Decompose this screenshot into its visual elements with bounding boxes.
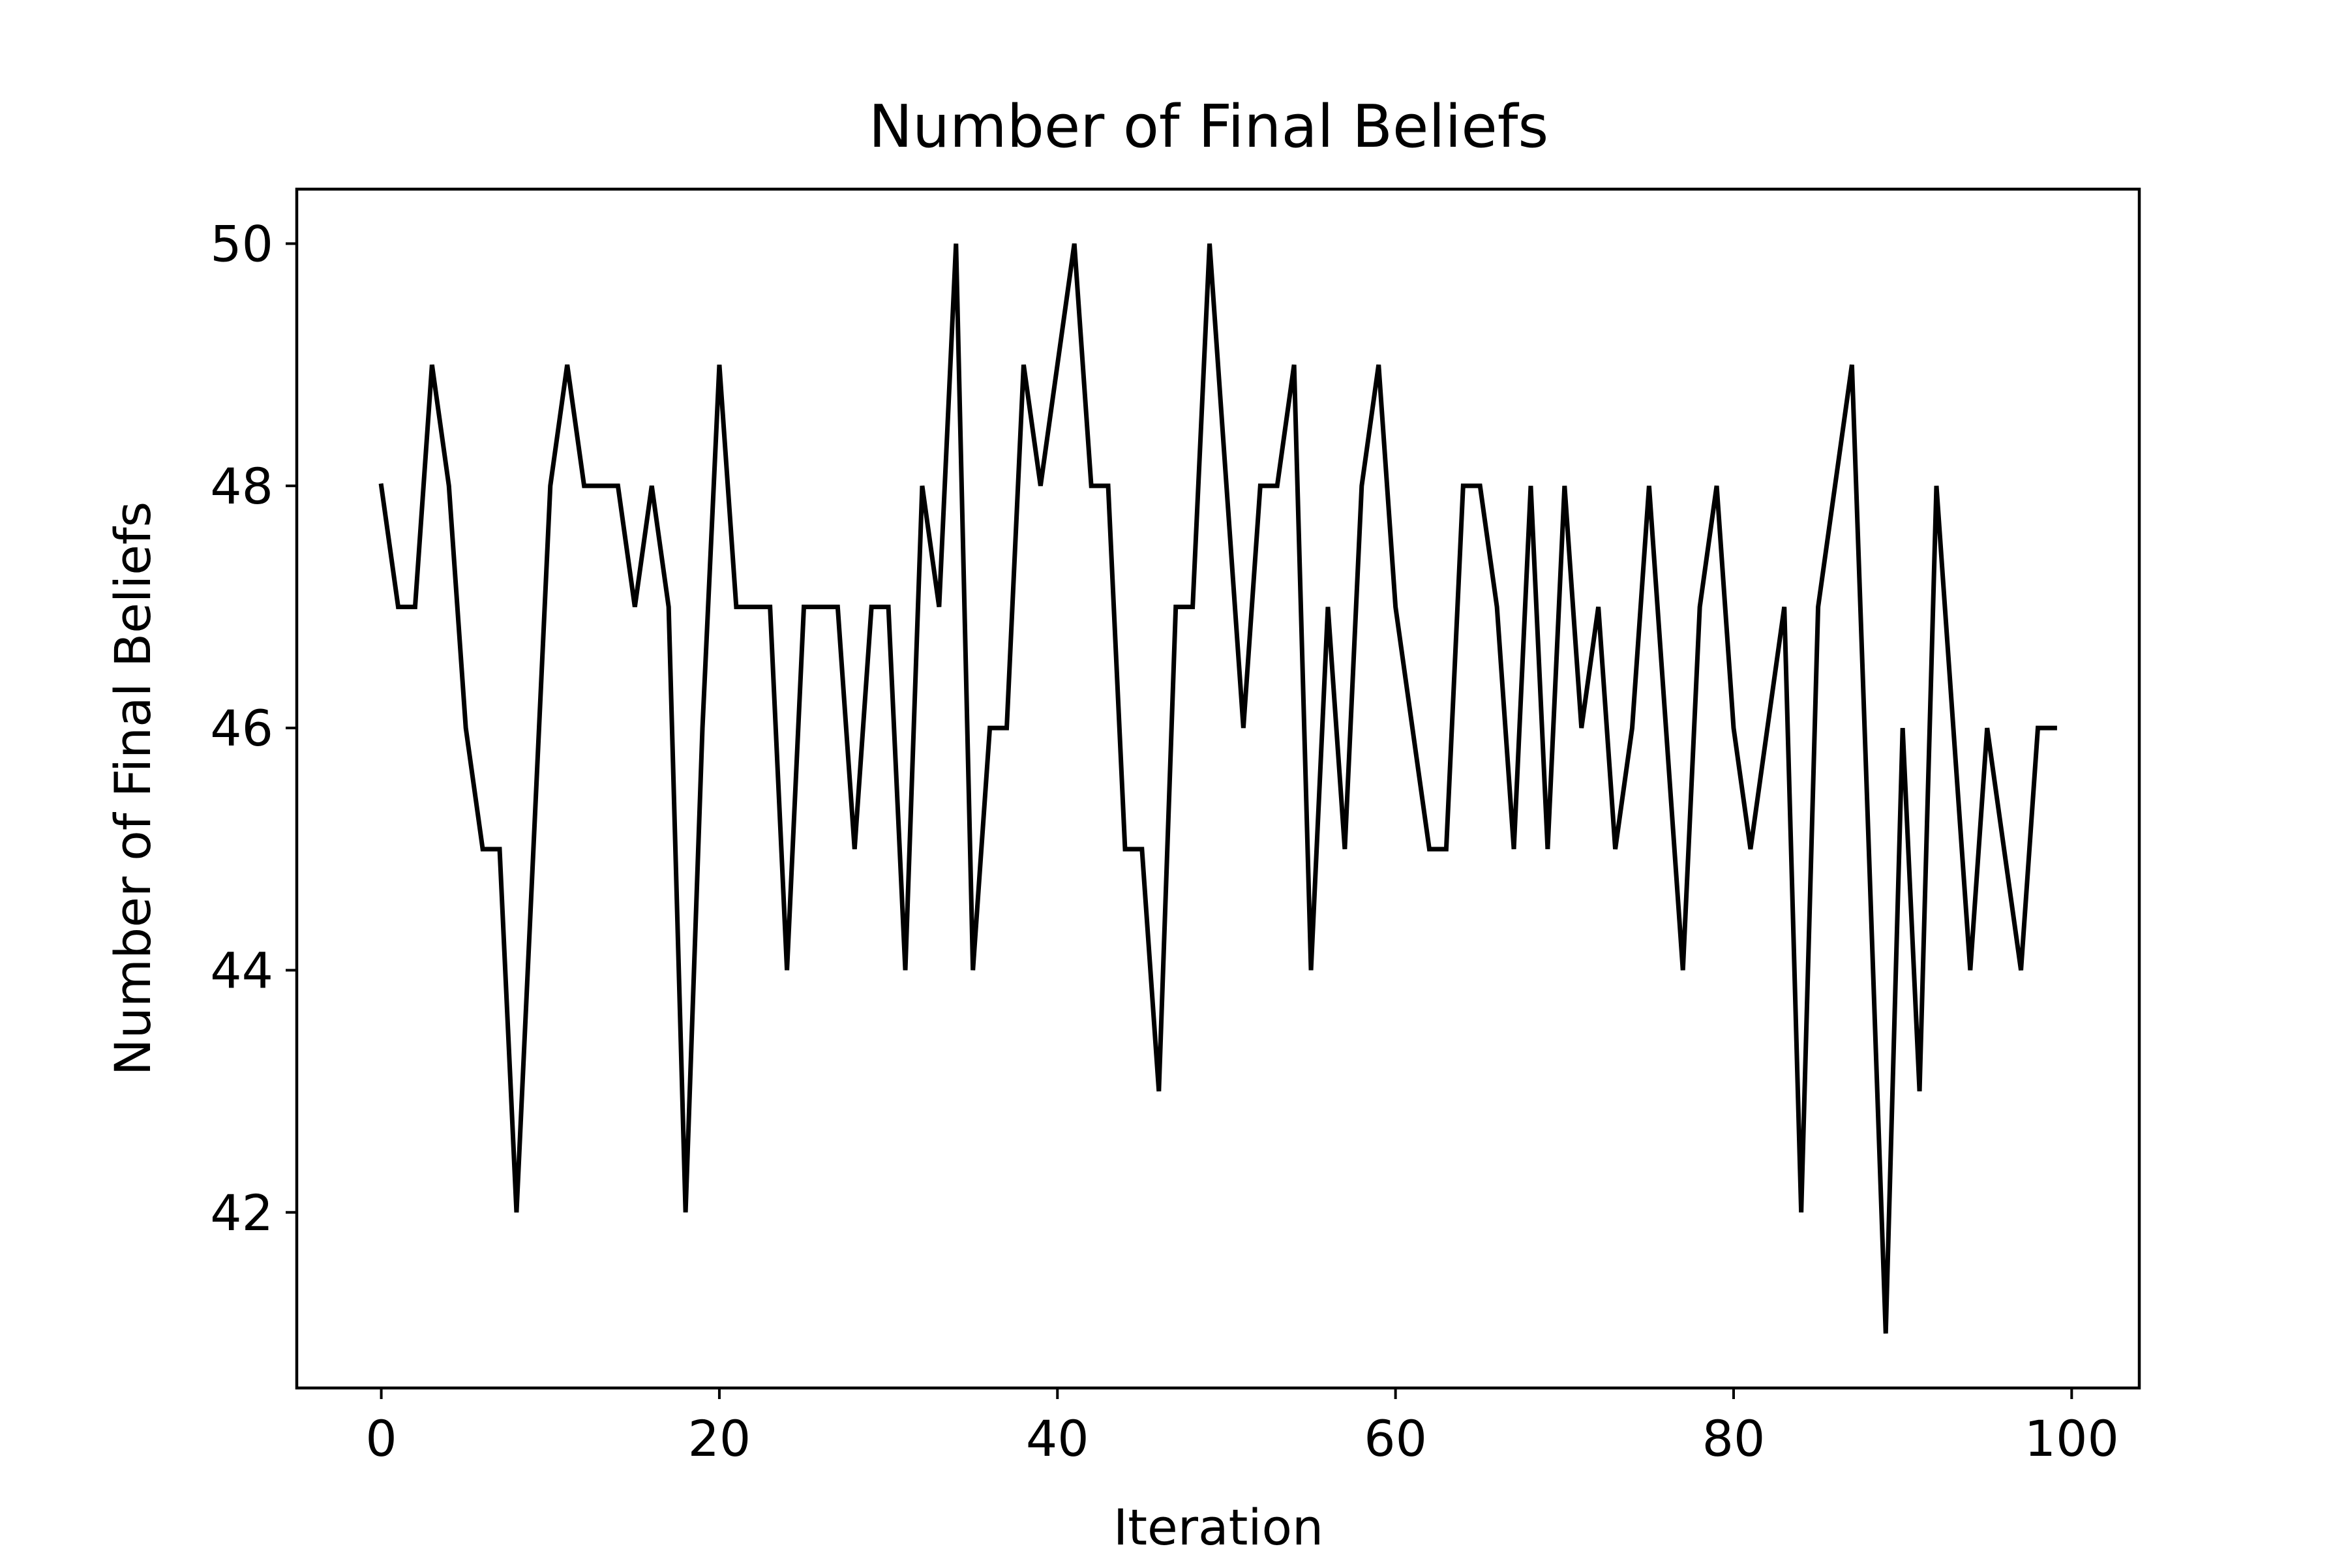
x-axis-label: Iteration bbox=[1113, 1498, 1323, 1556]
y-tick-label: 44 bbox=[210, 941, 273, 999]
y-tick-label: 42 bbox=[210, 1184, 273, 1242]
x-tick-label: 20 bbox=[688, 1410, 751, 1468]
x-tick-label: 0 bbox=[365, 1410, 397, 1468]
chart-title: Number of Final Beliefs bbox=[869, 93, 1549, 161]
y-axis-label: Number of Final Beliefs bbox=[104, 502, 162, 1076]
y-tick-label: 46 bbox=[210, 699, 273, 757]
x-tick-label: 40 bbox=[1026, 1410, 1089, 1468]
y-tick-label: 50 bbox=[210, 215, 273, 273]
y-tick-label: 48 bbox=[210, 457, 273, 515]
x-tick-label: 100 bbox=[2024, 1410, 2119, 1468]
x-tick-label: 60 bbox=[1364, 1410, 1427, 1468]
plot-area-frame bbox=[295, 187, 2141, 1390]
series-line bbox=[378, 243, 2057, 1334]
y-axis-ticks: 42 44 46 48 50 bbox=[210, 215, 297, 1242]
x-tick-label: 80 bbox=[1702, 1410, 1766, 1468]
x-axis-ticks: 0 20 40 60 80 100 bbox=[365, 1388, 2119, 1468]
